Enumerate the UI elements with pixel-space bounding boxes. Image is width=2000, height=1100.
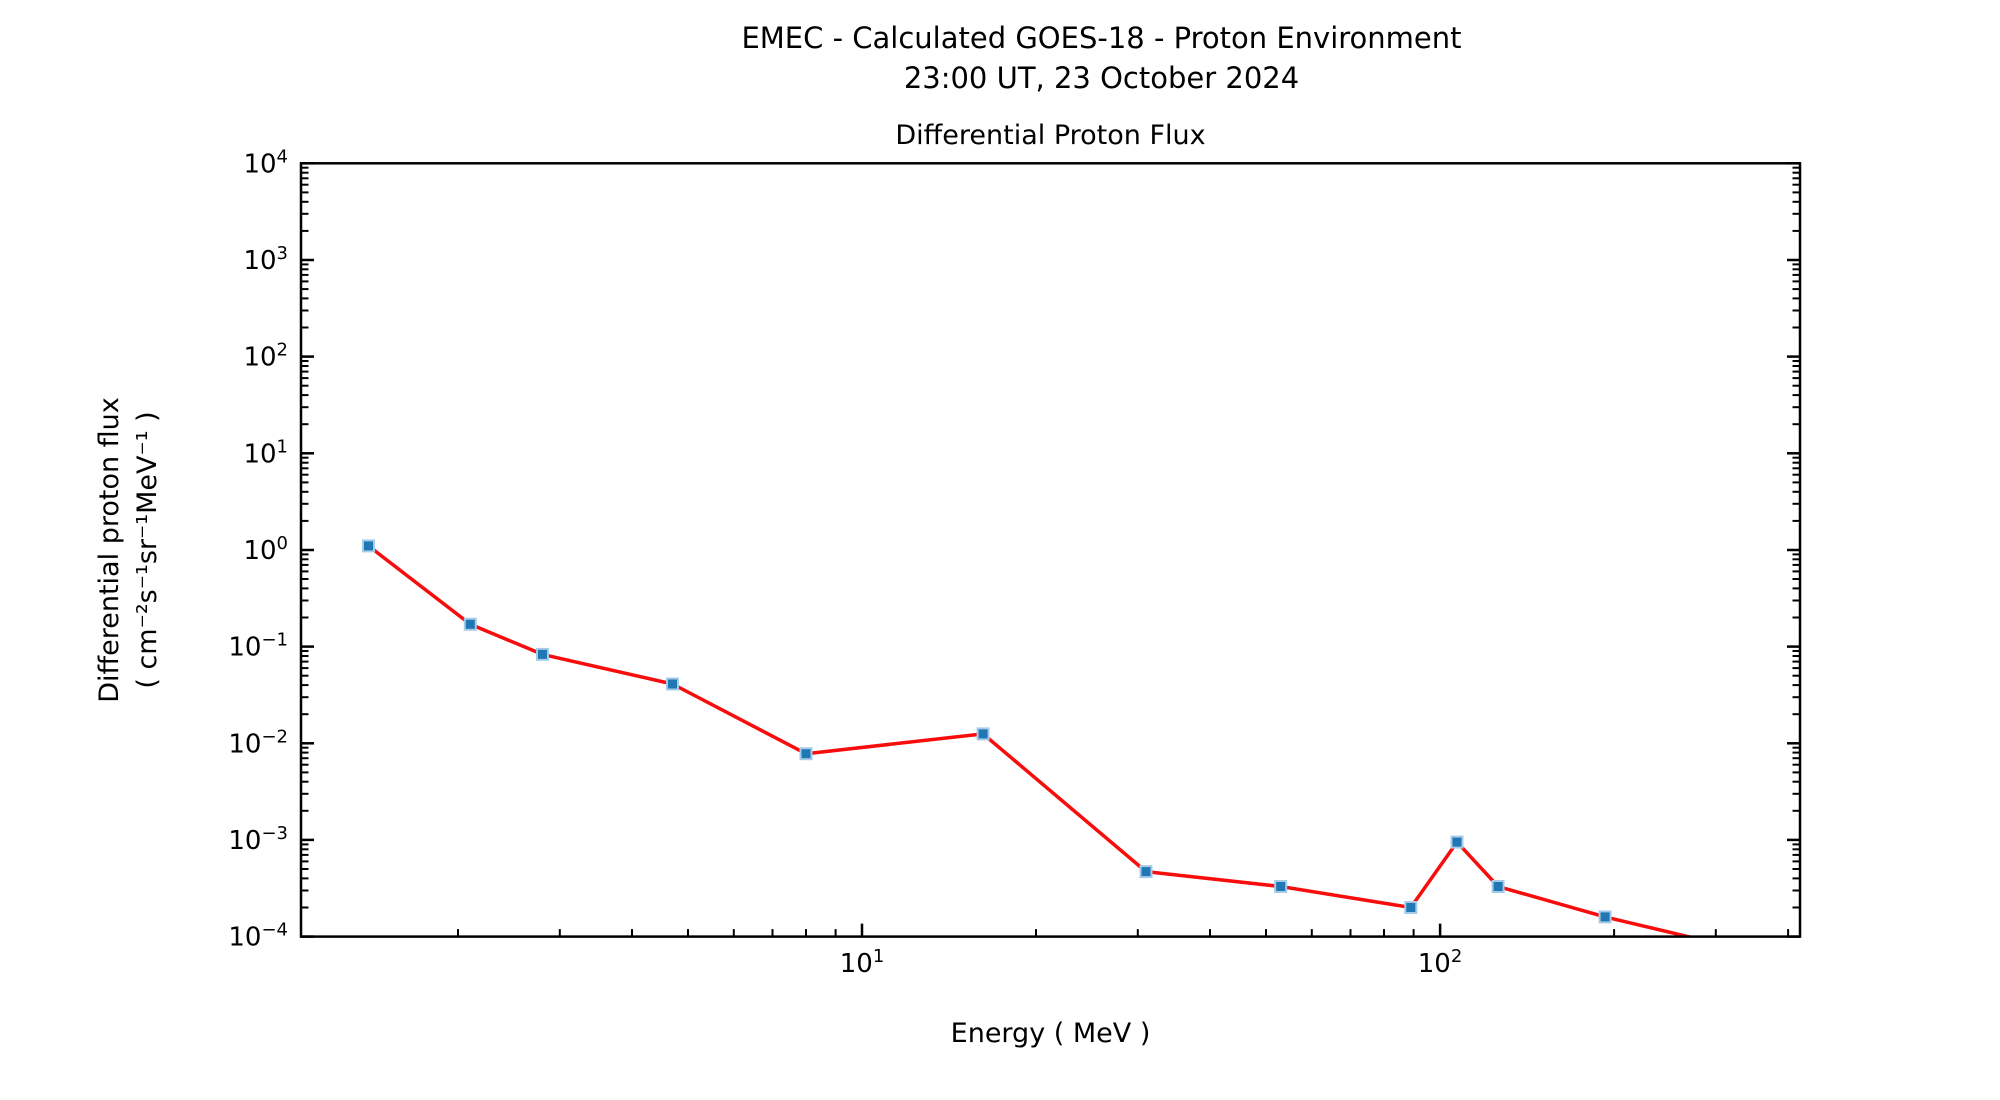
y-tick-label: 100: [243, 533, 288, 566]
data-point-marker: [799, 747, 813, 761]
axes-spines: [299, 162, 1802, 938]
data-point-marker: [1450, 835, 1464, 849]
figure-title-line2: 23:00 UT, 23 October 2024: [903, 61, 1300, 95]
y-tick-label: 10−1: [228, 630, 288, 663]
data-point-marker: [666, 677, 679, 691]
tick-labels: 104 103 102 101 100 10−1 10−2 10−3 10−4 101 102: [228, 146, 1462, 979]
data-point-marker: [1404, 901, 1418, 914]
figure-title-block: EMEC - Calculated GOES-18 - Proton Envir…: [51, 18, 2000, 98]
flux-markers: [362, 539, 1756, 957]
flux-line: [367, 544, 1696, 937]
axes-title: Differential Proton Flux: [895, 120, 1206, 151]
data-point-marker: [1274, 880, 1288, 893]
data-point-marker: [976, 727, 990, 741]
data-point-marker: [1598, 910, 1612, 924]
y-tick-label: 102: [243, 340, 288, 373]
x-tick-label: 101: [840, 946, 885, 979]
y-tick-label: 10−2: [228, 726, 288, 759]
axis-ticks: [301, 162, 1800, 938]
data-point-marker: [1491, 880, 1505, 893]
data-point-marker: [1139, 865, 1153, 879]
y-tick-label: 10−3: [228, 823, 288, 856]
x-axis-label: Energy ( MeV ): [950, 1018, 1151, 1049]
data-point-marker: [362, 539, 375, 553]
y-tick-label: 101: [243, 436, 288, 469]
y-tick-label: 10−4: [228, 920, 288, 953]
data-point-marker: [463, 617, 477, 631]
flux-series: [367, 544, 1696, 937]
data-point-marker: [536, 647, 549, 661]
x-tick-label: 102: [1418, 946, 1463, 979]
y-tick-label: 104: [243, 146, 288, 179]
y-tick-label: 103: [243, 243, 288, 276]
data-point-marker: [1745, 946, 1756, 957]
figure-title-line1: EMEC - Calculated GOES-18 - Proton Envir…: [741, 21, 1462, 55]
